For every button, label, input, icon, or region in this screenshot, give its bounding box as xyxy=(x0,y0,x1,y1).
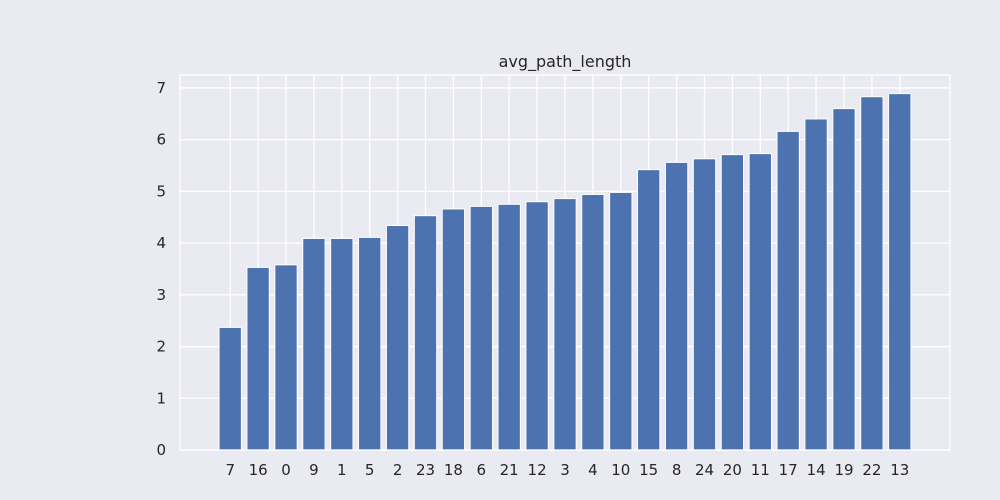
bar-12 xyxy=(525,201,549,451)
y-tick-labels: 0 1 2 3 4 5 6 7 xyxy=(156,79,166,459)
chart-title: avg_path_length xyxy=(499,52,632,72)
x-tick-label: 17 xyxy=(779,461,798,479)
bar-2 xyxy=(385,225,410,451)
bar-18 xyxy=(441,208,466,451)
bar-1 xyxy=(330,237,354,451)
x-tick-label: 11 xyxy=(751,461,770,479)
bar-7 xyxy=(218,326,242,451)
x-tick-label: 24 xyxy=(695,461,714,479)
y-tick-label: 4 xyxy=(156,234,166,252)
bar-17 xyxy=(776,130,800,451)
x-tick-label: 9 xyxy=(309,461,319,479)
x-tick-label: 15 xyxy=(639,461,658,479)
y-tick-label: 0 xyxy=(156,441,166,459)
y-tick-label: 5 xyxy=(156,182,166,200)
x-tick-label: 21 xyxy=(500,461,519,479)
y-tick-label: 6 xyxy=(156,131,166,149)
x-tick-label: 4 xyxy=(588,461,598,479)
bar-22 xyxy=(860,96,884,451)
x-tick-label: 3 xyxy=(560,461,570,479)
bar-20 xyxy=(720,154,745,451)
bar-14 xyxy=(804,118,828,451)
y-tick-label: 1 xyxy=(156,389,166,407)
x-tick-label: 19 xyxy=(834,461,853,479)
bar-13 xyxy=(888,93,912,451)
x-tick-label: 2 xyxy=(393,461,403,479)
bar-24 xyxy=(692,158,717,451)
bar-0 xyxy=(274,264,298,451)
x-tick-label: 7 xyxy=(225,461,235,479)
x-tick-label: 16 xyxy=(249,461,268,479)
x-tick-label: 5 xyxy=(365,461,375,479)
x-tick-label: 20 xyxy=(723,461,742,479)
x-tick-label: 0 xyxy=(281,461,291,479)
y-tick-label: 7 xyxy=(156,79,166,97)
bars xyxy=(218,93,912,451)
bar-11 xyxy=(748,153,772,451)
plot-border xyxy=(179,74,951,451)
bar-4 xyxy=(581,193,605,451)
x-tick-label: 12 xyxy=(528,461,547,479)
bar-8 xyxy=(664,161,689,451)
bar-23 xyxy=(413,215,438,451)
bar-3 xyxy=(553,198,577,451)
x-tick-label: 1 xyxy=(337,461,347,479)
x-tick-label: 22 xyxy=(862,461,881,479)
bar-21 xyxy=(497,203,521,451)
x-tick-label: 14 xyxy=(807,461,826,479)
x-tick-label: 8 xyxy=(672,461,682,479)
bar-16 xyxy=(246,266,270,451)
bar-10 xyxy=(609,191,633,451)
x-tick-label: 23 xyxy=(416,461,435,479)
y-tick-label: 2 xyxy=(156,338,166,356)
x-tick-label: 10 xyxy=(611,461,630,479)
x-tick-labels: 7 16 0 9 1 5 2 23 18 6 21 12 3 4 10 15 8 24 20 11 17 14 19 22 13 xyxy=(225,461,909,479)
x-tick-label: 18 xyxy=(444,461,463,479)
x-tick-label: 6 xyxy=(477,461,487,479)
bar-6 xyxy=(469,205,493,451)
bar-5 xyxy=(358,236,382,451)
bar-9 xyxy=(302,237,326,451)
x-tick-label: 13 xyxy=(890,461,909,479)
bar-15 xyxy=(637,169,661,451)
y-tick-label: 3 xyxy=(156,286,166,304)
bar-19 xyxy=(832,108,856,451)
